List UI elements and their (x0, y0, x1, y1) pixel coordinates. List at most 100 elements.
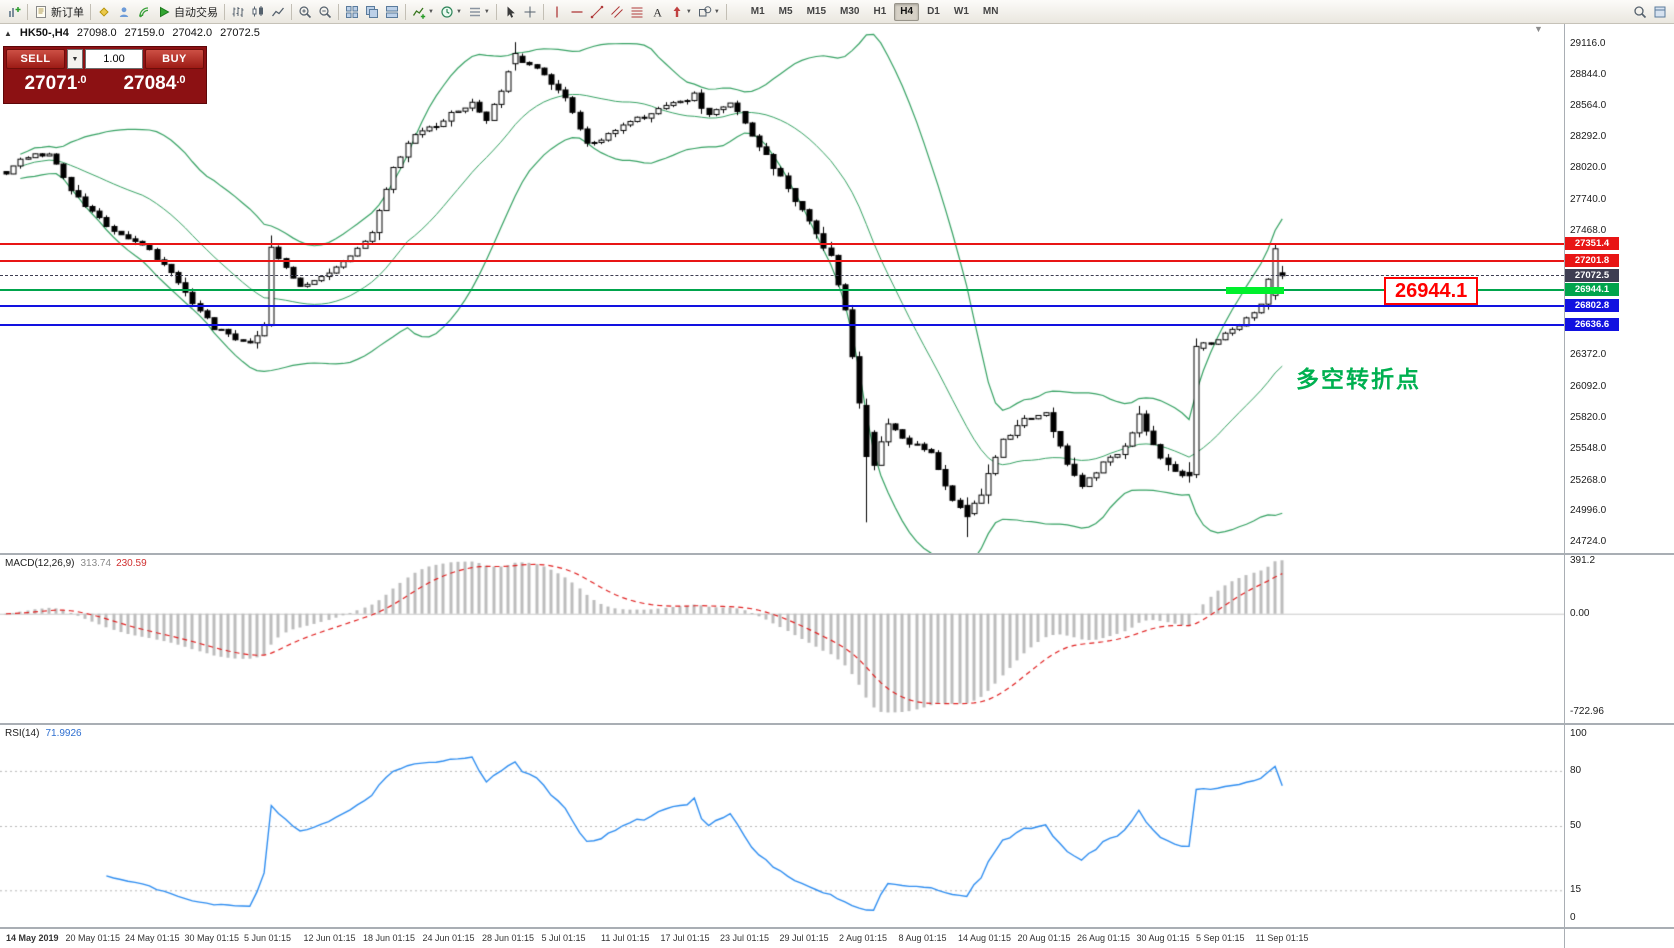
main-chart-panel[interactable]: ▲ HK50-,H4 27098.0 27159.0 27042.0 27072… (0, 24, 1564, 553)
market-watch-button[interactable] (94, 2, 114, 22)
text-icon: A (650, 5, 664, 19)
one-click-trading-panel: SELL ▼ BUY 27071 .0 27084 .0 (3, 46, 207, 104)
shapes-button[interactable]: ▼ (695, 2, 723, 22)
new-order-button[interactable]: 新订单 (31, 2, 87, 22)
timeframe-m5[interactable]: M5 (778, 6, 793, 17)
timeframe-mn[interactable]: MN (982, 6, 999, 17)
pane-divider-macd-rsi[interactable] (0, 723, 1674, 725)
window-layout-button[interactable] (1650, 2, 1670, 22)
buy-button[interactable]: BUY (145, 49, 204, 69)
volume-input[interactable] (85, 49, 143, 69)
level-line-27201.8[interactable] (0, 260, 1564, 263)
signals-button[interactable] (134, 2, 154, 22)
crosshair-button[interactable] (520, 2, 540, 22)
time-axis-label: 18 Jun 01:15 (363, 933, 416, 943)
price-axis-label: 28564.0 (1570, 100, 1607, 112)
community-button[interactable] (114, 2, 134, 22)
support-highlight-segment[interactable] (1226, 286, 1284, 294)
volume-dropdown-button[interactable]: ▼ (67, 49, 83, 69)
time-axis[interactable]: 14 May 2019 20 May 01:15 24 May 01:15 30 Ma… (0, 929, 1674, 948)
candlestick-canvas[interactable] (0, 24, 1564, 553)
sell-button[interactable]: SELL (6, 49, 65, 69)
arrange-windows-button[interactable] (382, 2, 402, 22)
sell-price[interactable]: 27071 .0 (6, 69, 105, 101)
candlestick-chart-button[interactable] (248, 2, 268, 22)
macd-name: MACD(12,26,9) (5, 558, 75, 569)
ohlc-high: 27159.0 (124, 27, 165, 39)
rsi-axis-label: 50 (1570, 820, 1582, 831)
clock-icon (440, 5, 454, 19)
time-axis-label: 17 Jul 01:15 (660, 933, 710, 943)
templates-button[interactable]: ▼ (465, 2, 493, 22)
channel-button[interactable] (607, 2, 627, 22)
level-line-26636.6[interactable] (0, 324, 1564, 327)
new-chart-button[interactable] (4, 2, 24, 22)
timeframe-h1[interactable]: H1 (873, 6, 887, 17)
macd-label: MACD(12,26,9) 313.74 230.59 (5, 558, 147, 569)
vertical-line-button[interactable] (547, 2, 567, 22)
chart-shift-marker[interactable]: ▼ (1534, 24, 1543, 34)
shapes-icon (698, 5, 712, 19)
turning-point-label[interactable]: 多空转折点 (1296, 366, 1421, 392)
timeframe-h4[interactable]: H4 (894, 2, 920, 21)
time-axis-label: 20 May 01:15 (65, 933, 121, 943)
pane-divider-rsi-time[interactable] (0, 927, 1674, 929)
timeframe-d1[interactable]: D1 (927, 6, 940, 17)
oct-collapse-icon[interactable]: ▲ (4, 28, 12, 38)
line-chart-icon (271, 5, 285, 19)
level-line-26802.8[interactable] (0, 305, 1564, 308)
sell-price-main: 27071 (24, 73, 78, 94)
indicators-button[interactable]: ▼ (409, 2, 437, 22)
time-axis-label: 24 May 01:15 (125, 933, 180, 943)
zoom-out-icon (318, 5, 332, 19)
price-axis-label: 28020.0 (1570, 162, 1607, 174)
crosshair-icon (523, 5, 537, 19)
time-axis-label: 30 May 01:15 (184, 933, 240, 943)
price-axis-main: 29116.0 28844.0 28564.0 28292.0 28020.0 27740… (1565, 24, 1674, 553)
autotrade-button[interactable]: 自动交易 (154, 2, 221, 22)
fibonacci-button[interactable] (627, 2, 647, 22)
price-marker-tag: 27201.8 (1565, 254, 1619, 268)
price-axis-label: 27740.0 (1570, 193, 1607, 205)
price-marker-tag: 27072.5 (1565, 268, 1619, 282)
pane-divider-main-macd[interactable] (0, 553, 1674, 555)
level-line-27072.5[interactable] (0, 275, 1564, 277)
buy-price[interactable]: 27084 .0 (105, 69, 204, 101)
cursor-button[interactable] (500, 2, 520, 22)
horizontal-line-button[interactable] (567, 2, 587, 22)
price-axis-label: 24996.0 (1570, 505, 1607, 517)
timeframe-m30[interactable]: M30 (840, 6, 860, 17)
fibo-icon (630, 5, 644, 19)
timeframe-w1[interactable]: W1 (953, 6, 969, 17)
trendline-button[interactable] (587, 2, 607, 22)
time-axis-label: 30 Aug 01:15 (1136, 933, 1190, 943)
rsi-value: 71.9926 (45, 728, 82, 739)
macd-canvas[interactable] (0, 555, 1564, 723)
zoom-out-button[interactable] (315, 2, 335, 22)
rsi-axis-label: 80 (1570, 764, 1582, 776)
timeframe-m1[interactable]: M1 (750, 6, 765, 17)
macd-axis-label: -722.96 (1570, 706, 1604, 718)
line-chart-button[interactable] (268, 2, 288, 22)
search-button[interactable] (1630, 2, 1650, 22)
rsi-label: RSI(14) 71.9926 (5, 728, 82, 739)
time-axis-label: 20 Aug 01:15 (1017, 933, 1071, 943)
timeframe-m15[interactable]: M15 (806, 6, 827, 17)
arrows-button[interactable]: ▼ (667, 2, 695, 22)
zoom-in-button[interactable] (295, 2, 315, 22)
bar-chart-button[interactable] (228, 2, 248, 22)
price-marker-tag: 26802.8 (1565, 299, 1619, 313)
macd-panel[interactable]: MACD(12,26,9) 313.74 230.59 (0, 555, 1564, 723)
periods-button[interactable]: ▼ (437, 2, 465, 22)
rsi-panel[interactable]: RSI(14) 71.9926 (0, 725, 1564, 927)
level-line-27351.4[interactable] (0, 243, 1564, 246)
time-axis-label: 29 Jul 01:15 (779, 933, 829, 943)
price-axis[interactable]: 29116.0 28844.0 28564.0 28292.0 28020.0 27740… (1564, 24, 1674, 948)
cascade-windows-button[interactable] (362, 2, 382, 22)
level-line-26944.1[interactable] (0, 289, 1564, 292)
price-axis-label: 24724.0 (1570, 536, 1607, 548)
tile-windows-button[interactable] (342, 2, 362, 22)
rsi-canvas[interactable] (0, 725, 1564, 927)
price-annotation-box[interactable]: 26944.1 (1384, 277, 1479, 306)
text-button[interactable]: A (647, 2, 667, 22)
